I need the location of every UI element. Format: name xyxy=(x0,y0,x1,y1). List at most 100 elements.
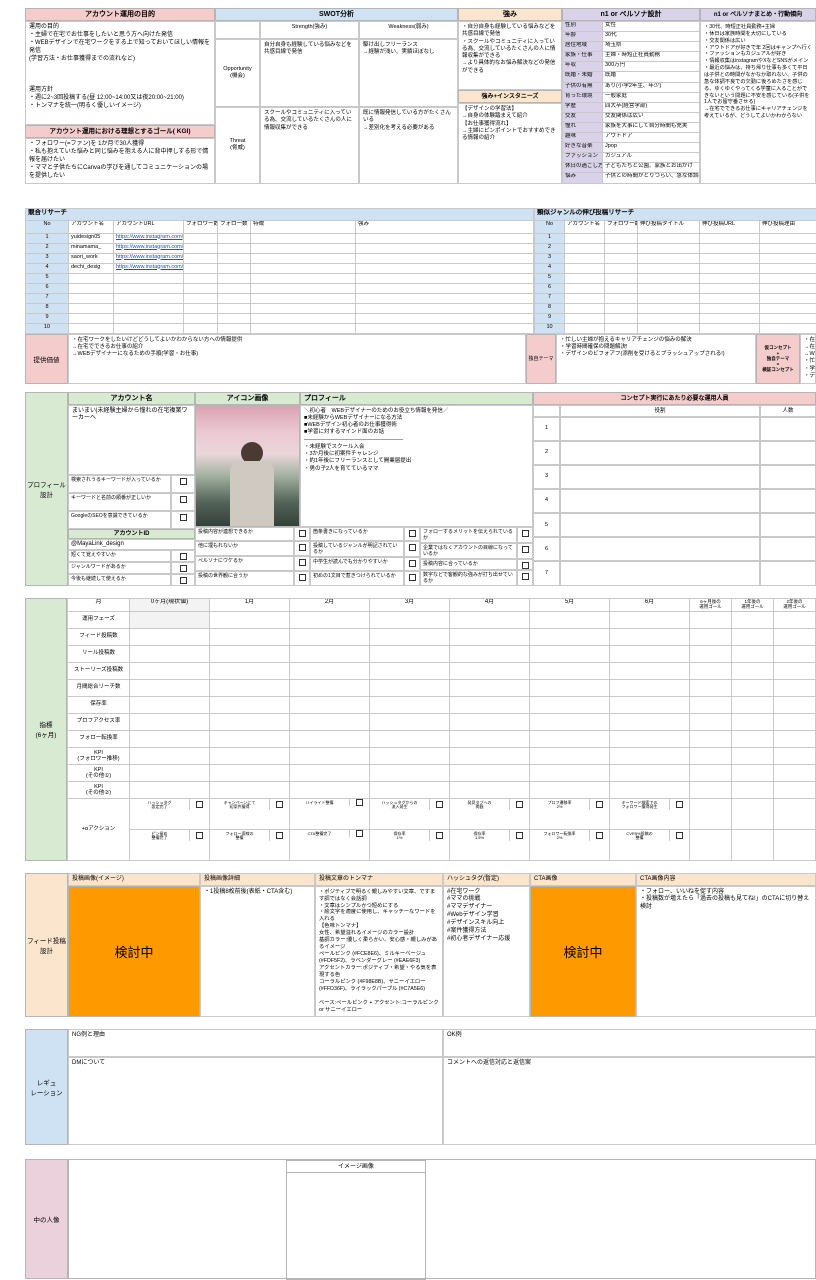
cell[interactable] xyxy=(529,678,610,697)
cell[interactable] xyxy=(731,712,774,731)
cell[interactable] xyxy=(449,610,530,629)
account-id-value[interactable]: @MayaLink_design xyxy=(68,538,195,550)
cell[interactable] xyxy=(183,312,218,324)
cell[interactable] xyxy=(129,695,210,714)
cell[interactable] xyxy=(68,302,114,314)
cell[interactable] xyxy=(250,262,356,274)
persona-value[interactable]: カジュアル xyxy=(602,152,700,164)
cell[interactable] xyxy=(217,302,251,314)
cell[interactable] xyxy=(759,232,816,244)
checkbox-cell[interactable] xyxy=(294,570,310,586)
cell[interactable] xyxy=(773,695,816,714)
swot-threat-strength-cell[interactable]: スクールやコミュニティに入っている為、交流しているたくさんの人に情報収集ができる xyxy=(260,107,359,184)
checkbox-cell[interactable] xyxy=(509,799,529,810)
cell[interactable] xyxy=(183,252,218,264)
cell[interactable] xyxy=(217,232,251,244)
cell[interactable] xyxy=(731,661,774,680)
checkbox-icon[interactable] xyxy=(516,800,523,808)
cell[interactable] xyxy=(604,252,639,264)
cell[interactable] xyxy=(129,780,210,799)
cell[interactable] xyxy=(760,513,816,538)
cell[interactable] xyxy=(529,695,610,714)
cell[interactable] xyxy=(731,729,774,748)
cell[interactable] xyxy=(689,644,732,663)
cell[interactable] xyxy=(773,729,816,748)
checkbox-icon[interactable] xyxy=(521,561,529,569)
cta-content-body[interactable]: ・フォロー、いいねを促す内容 ・投稿数が増えたら「過去の投稿も見てね!」のCTA… xyxy=(636,885,816,1017)
feed-image-placeholder[interactable]: 検討中 xyxy=(68,885,200,1017)
checkbox-cell[interactable] xyxy=(189,799,209,810)
cell[interactable] xyxy=(759,252,816,264)
checkbox-icon[interactable] xyxy=(408,559,416,567)
cell[interactable] xyxy=(289,729,370,748)
cell[interactable] xyxy=(529,729,610,748)
cell[interactable] xyxy=(560,488,760,514)
account-name-cell[interactable]: dechi_desig xyxy=(68,262,114,274)
cell[interactable] xyxy=(217,272,251,284)
cell[interactable] xyxy=(689,695,732,714)
cell[interactable] xyxy=(289,746,370,765)
cell[interactable] xyxy=(209,712,290,731)
insta-needs-body[interactable]: 【デザインの学習法】 →自身の体験踏まえて紹介 【お仕事獲得流れ】 →主婦にピン… xyxy=(458,103,562,184)
cell[interactable] xyxy=(604,282,639,294)
checkbox-cell[interactable] xyxy=(294,526,310,542)
checkbox-icon[interactable] xyxy=(179,576,187,584)
cell[interactable] xyxy=(369,780,450,799)
cell[interactable] xyxy=(560,537,760,562)
checkbox-icon[interactable] xyxy=(356,799,363,806)
cell[interactable] xyxy=(217,262,251,274)
cell[interactable] xyxy=(289,695,370,714)
cell[interactable] xyxy=(560,513,760,538)
cell[interactable] xyxy=(773,661,816,680)
cell[interactable] xyxy=(560,416,760,441)
cell[interactable] xyxy=(129,763,210,782)
cell[interactable] xyxy=(604,262,639,274)
cell[interactable] xyxy=(113,272,184,284)
checkbox-icon[interactable] xyxy=(179,495,187,503)
cell[interactable] xyxy=(209,729,290,748)
cell[interactable] xyxy=(699,252,761,264)
checkbox-cell[interactable] xyxy=(171,573,195,586)
checkbox-cell[interactable] xyxy=(404,526,420,541)
checkbox-cell[interactable] xyxy=(404,571,420,586)
cell[interactable] xyxy=(731,763,774,782)
unique-theme-body[interactable]: ・忙しい主婦が抱えるキャリアチェンジの悩みの解決 ・学習時間確保の問題解決! ・… xyxy=(556,333,756,384)
cell[interactable] xyxy=(560,464,760,489)
checkbox-icon[interactable] xyxy=(596,831,603,839)
cell[interactable] xyxy=(564,242,606,254)
cell[interactable] xyxy=(699,322,761,334)
cell[interactable] xyxy=(604,322,639,334)
cell[interactable] xyxy=(604,302,639,314)
cell[interactable] xyxy=(759,292,816,304)
cell[interactable] xyxy=(604,292,639,304)
cell[interactable] xyxy=(609,763,690,782)
checkbox-icon[interactable] xyxy=(521,545,529,553)
cell[interactable] xyxy=(369,729,450,748)
account-url-link[interactable]: https://www.instagram.com/dechi_desi xyxy=(113,262,184,274)
checkbox-cell[interactable] xyxy=(171,510,195,529)
checkbox-icon[interactable] xyxy=(276,831,283,839)
cell[interactable] xyxy=(209,644,290,663)
cell[interactable] xyxy=(113,322,184,334)
cell[interactable] xyxy=(689,780,732,799)
cell[interactable] xyxy=(250,252,356,264)
checkbox-icon[interactable] xyxy=(276,800,283,808)
cell[interactable] xyxy=(183,262,218,274)
swot-corner-cell[interactable] xyxy=(215,21,260,39)
cell[interactable] xyxy=(637,262,701,274)
cell[interactable] xyxy=(637,322,701,334)
cell[interactable] xyxy=(760,464,816,489)
cell[interactable] xyxy=(113,292,184,304)
cell[interactable] xyxy=(354,292,535,304)
cell[interactable] xyxy=(449,780,530,799)
swot-opportunity-weakness-cell[interactable]: 駆け出しフリーランス →経験が浅い、実績ほぼなし xyxy=(359,39,458,107)
cell[interactable] xyxy=(449,746,530,765)
cell[interactable] xyxy=(217,252,251,264)
checkbox-icon[interactable] xyxy=(298,529,306,537)
cell[interactable] xyxy=(529,746,610,765)
cell[interactable] xyxy=(529,610,610,629)
cta-image-placeholder[interactable]: 検討中 xyxy=(530,885,636,1017)
cell[interactable] xyxy=(759,312,816,324)
cell[interactable] xyxy=(731,610,774,629)
cell[interactable] xyxy=(604,272,639,284)
